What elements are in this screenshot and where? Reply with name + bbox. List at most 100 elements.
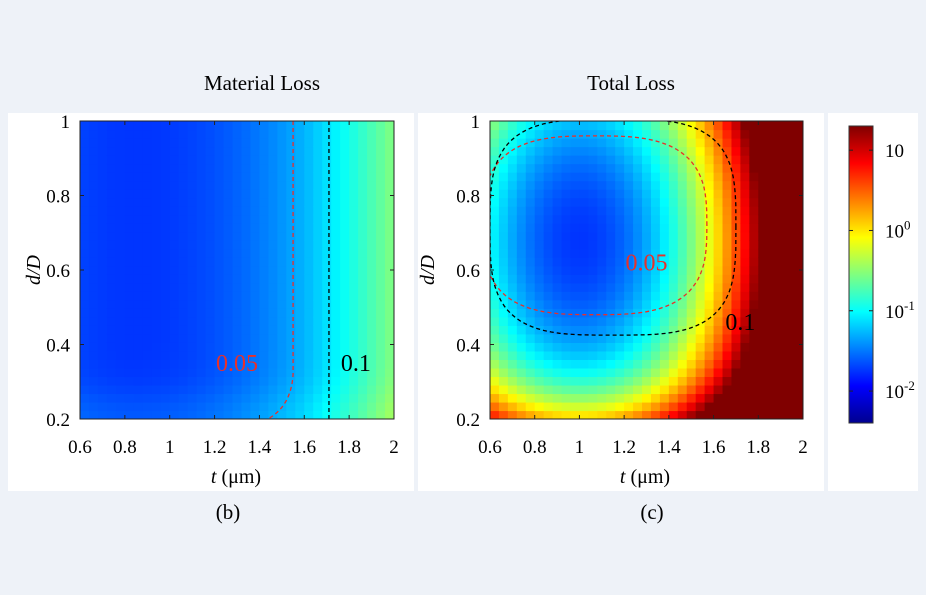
heatmap-cell	[304, 308, 314, 318]
heatmap-cell	[277, 223, 287, 233]
heatmap-cell	[160, 248, 171, 258]
heatmap-cell	[250, 316, 261, 326]
heatmap-cell	[313, 342, 323, 352]
heatmap-cell	[187, 206, 198, 216]
heatmap-cell	[588, 206, 598, 216]
heatmap-cell	[340, 291, 350, 301]
heatmap-cell	[704, 316, 715, 326]
contour-line-005	[490, 135, 708, 316]
heatmap-cell	[516, 291, 527, 301]
heatmap-cell	[322, 376, 332, 386]
heatmap-cell	[367, 240, 377, 250]
heatmap-cell	[151, 410, 162, 419]
heatmap-cell	[624, 282, 634, 292]
heatmap-cell	[250, 376, 261, 386]
heatmap-cell	[490, 316, 500, 326]
heatmap-cell	[767, 393, 777, 403]
heatmap-cell	[322, 282, 332, 292]
heatmap-cell	[606, 163, 616, 173]
heatmap-cell	[80, 214, 90, 224]
heatmap-cell	[579, 367, 589, 378]
heatmap-cell	[214, 384, 225, 395]
heatmap-cell	[642, 359, 652, 369]
heatmap-cell	[115, 376, 126, 386]
heatmap-cell	[650, 376, 661, 386]
heatmap-cell	[367, 197, 377, 207]
heatmap-cell	[552, 155, 563, 165]
heatmap-cell	[106, 121, 117, 131]
heatmap-cell	[543, 240, 554, 250]
heatmap-cell	[106, 231, 117, 241]
heatmap-cell	[490, 180, 500, 190]
heatmap-cell	[241, 129, 252, 139]
heatmap-cell	[659, 350, 670, 360]
heatmap-cell	[534, 206, 545, 216]
heatmap-cell	[187, 121, 198, 131]
heatmap-cell	[259, 359, 269, 369]
heatmap-cell	[606, 282, 616, 292]
heatmap-cell	[704, 308, 715, 318]
heatmap-cell	[205, 325, 216, 335]
heatmap-cell	[322, 359, 332, 369]
heatmap-cell	[543, 274, 554, 284]
heatmap-cell	[579, 155, 589, 165]
heatmap-cell	[160, 401, 171, 412]
heatmap-cell	[124, 197, 135, 207]
heatmap-cell	[722, 231, 733, 241]
heatmap-cell	[106, 214, 117, 224]
heatmap-cell	[758, 240, 768, 250]
heatmap-cell	[579, 350, 589, 360]
heatmap-cell	[794, 155, 803, 165]
heatmap-cell	[642, 367, 652, 378]
heatmap-cell	[516, 197, 527, 207]
heatmap-cell	[543, 342, 554, 352]
heatmap-cell	[331, 282, 341, 292]
heatmap-cell	[205, 257, 216, 267]
heatmap-cell	[340, 121, 350, 131]
heatmap-cell	[160, 376, 171, 386]
heatmap-cell	[358, 240, 368, 250]
heatmap-cell	[552, 257, 563, 267]
heatmap-cell	[749, 146, 759, 156]
heatmap-cell	[286, 155, 296, 165]
heatmap-cell	[570, 197, 581, 207]
heatmap-cell	[776, 121, 786, 131]
heatmap-cell	[731, 282, 741, 292]
heatmap-cell	[516, 282, 527, 292]
heatmap-cell	[579, 206, 589, 216]
heatmap-cell	[624, 138, 634, 148]
heatmap-cell	[561, 155, 572, 165]
heatmap-cell	[659, 206, 670, 216]
heatmap-cell	[205, 291, 216, 301]
heatmap-cell	[214, 214, 225, 224]
heatmap-cell	[758, 359, 768, 369]
heatmap-cell	[650, 274, 661, 284]
heatmap-cell	[133, 333, 144, 343]
heatmap-cell	[606, 240, 616, 250]
heatmap-cell	[695, 325, 706, 335]
heatmap-cell	[677, 231, 688, 241]
heatmap-cell	[241, 299, 252, 309]
heatmap-cell	[525, 401, 536, 412]
heatmap-cell	[713, 342, 724, 352]
heatmap-cell	[205, 299, 216, 309]
heatmap-cell	[331, 129, 341, 139]
heatmap-cell	[588, 265, 598, 275]
heatmap-cell	[507, 214, 518, 224]
heatmap-cell	[767, 240, 777, 250]
heatmap-cell	[376, 172, 386, 182]
heatmap-cell	[97, 265, 108, 275]
heatmap-cell	[277, 265, 287, 275]
heatmap-cell	[169, 401, 180, 412]
heatmap-cell	[749, 265, 759, 275]
heatmap-cell	[731, 316, 741, 326]
heatmap-cell	[740, 121, 750, 131]
heatmap-cell	[349, 359, 359, 369]
heatmap-cell	[142, 376, 153, 386]
heatmap-cell	[498, 410, 509, 419]
panel-b-ylabel: d/D	[23, 254, 45, 285]
heatmap-cell	[169, 248, 180, 258]
heatmap-cell	[740, 265, 750, 275]
heatmap-cell	[677, 265, 688, 275]
heatmap-cell	[268, 197, 278, 207]
